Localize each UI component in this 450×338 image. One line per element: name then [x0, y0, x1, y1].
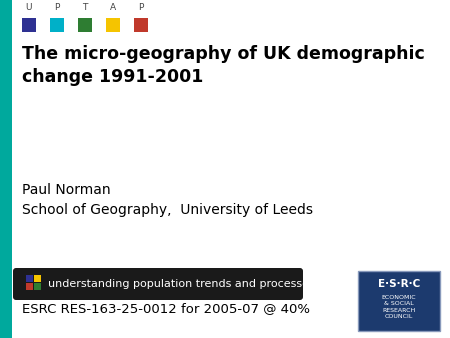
Text: ECONOMIC
& SOCIAL
RESEARCH
COUNCIL: ECONOMIC & SOCIAL RESEARCH COUNCIL [382, 295, 416, 319]
Bar [106, 18, 120, 32]
Text: understanding population trends and processes: understanding population trends and proc… [48, 279, 315, 289]
Text: Paul Norman
School of Geography,  University of Leeds: Paul Norman School of Geography, Univers… [22, 183, 313, 217]
FancyBboxPatch shape [358, 271, 440, 331]
Bar [0, 0, 12, 338]
Text: P: P [138, 3, 144, 12]
FancyBboxPatch shape [13, 268, 303, 300]
Bar [78, 18, 92, 32]
Bar [134, 18, 148, 32]
Bar [50, 18, 64, 32]
Bar [22, 18, 36, 32]
Bar [26, 283, 33, 290]
Text: A: A [110, 3, 116, 12]
Text: U: U [26, 3, 32, 12]
Bar [26, 275, 33, 282]
Text: E·S·R·C: E·S·R·C [378, 279, 420, 289]
Text: P: P [54, 3, 60, 12]
Text: The micro-geography of UK demographic
change 1991-2001: The micro-geography of UK demographic ch… [22, 45, 425, 86]
Text: T: T [82, 3, 88, 12]
Bar [34, 283, 41, 290]
Bar [34, 275, 41, 282]
Text: ESRC RES-163-25-0012 for 2005-07 @ 40%: ESRC RES-163-25-0012 for 2005-07 @ 40% [22, 302, 310, 315]
